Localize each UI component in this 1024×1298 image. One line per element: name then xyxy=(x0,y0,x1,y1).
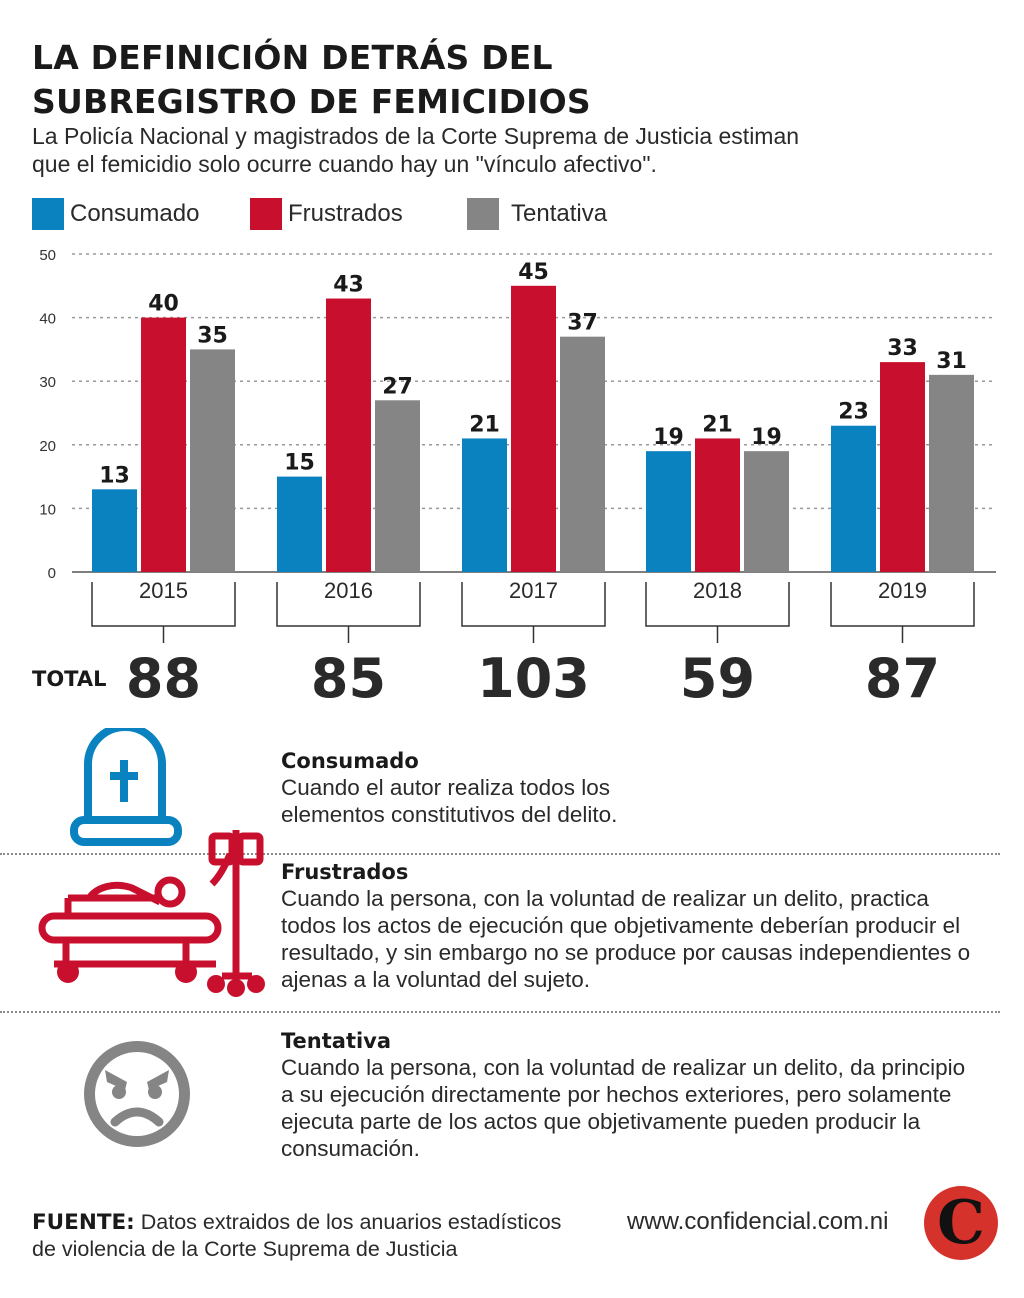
data-label: 15 xyxy=(284,451,315,476)
bar-tentativa-2019 xyxy=(929,374,974,572)
source-label: FUENTE: xyxy=(32,1210,135,1235)
total-value: 85 xyxy=(311,647,386,710)
definition-text-line: elementos constitutivos del delito. xyxy=(281,802,618,827)
subtitle-line-2: que el femicidio solo ocurre cuando hay … xyxy=(32,151,657,177)
bar-tentativa-2015 xyxy=(190,349,235,572)
bar-tentativa-2018 xyxy=(744,451,789,572)
hospital-bed-icon xyxy=(38,830,265,997)
bar-consumado-2019 xyxy=(831,425,876,572)
bar-consumado-2016 xyxy=(277,476,322,572)
total-value: 103 xyxy=(477,647,590,710)
legend-swatch-frustrados xyxy=(250,198,282,230)
source-line-2: de violencia de la Corte Suprema de Just… xyxy=(32,1237,458,1261)
angry-face-icon xyxy=(84,1041,190,1147)
title-line-1: LA DEFINICIÓN DETRÁS DEL xyxy=(32,38,553,77)
x-tick-label: 2016 xyxy=(324,578,373,603)
definition-title: Consumado xyxy=(281,749,419,773)
y-tick-label: 20 xyxy=(39,438,56,455)
data-label: 21 xyxy=(469,412,500,437)
data-label: 19 xyxy=(653,425,684,450)
data-label: 33 xyxy=(887,336,918,361)
legend-label-frustrados: Frustrados xyxy=(288,200,403,227)
source-line-1: Datos extraidos de los anuarios estadíst… xyxy=(140,1210,562,1234)
tombstone-icon xyxy=(70,728,182,846)
legend-label-consumado: Consumado xyxy=(70,200,200,227)
legend-item-frustrados: Frustrados xyxy=(250,198,403,230)
definition-title: Frustrados xyxy=(281,860,409,884)
bar-frustrados-2018 xyxy=(695,438,740,572)
definition-consumado: Consumado Cuando el autor realiza todos … xyxy=(281,748,1001,828)
data-label: 21 xyxy=(702,412,733,437)
group-bracket xyxy=(645,582,790,643)
data-label: 43 xyxy=(333,273,364,298)
definition-text-line: Cuando el autor realiza todos los xyxy=(281,775,610,800)
legend-item-tentativa: Tentativa xyxy=(467,198,607,230)
data-label: 35 xyxy=(197,323,228,348)
group-bracket xyxy=(830,582,975,643)
x-tick-label: 2019 xyxy=(878,578,927,603)
group-bracket xyxy=(91,582,236,643)
x-tick-label: 2017 xyxy=(509,578,558,603)
definition-title: Tentativa xyxy=(281,1029,392,1053)
data-label: 13 xyxy=(99,463,130,488)
bar-consumado-2015 xyxy=(92,489,137,572)
data-label: 27 xyxy=(382,374,413,399)
y-tick-label: 40 xyxy=(39,311,56,328)
definition-text-line: todos los actos de ejecución que objetiv… xyxy=(281,913,961,938)
legend-swatch-consumado xyxy=(32,198,64,230)
bar-frustrados-2015 xyxy=(141,317,186,572)
divider xyxy=(0,853,1000,855)
bar-frustrados-2017 xyxy=(511,285,556,572)
data-label: 45 xyxy=(518,260,549,285)
definition-text-line: ejecuta parte de los actos que objetivam… xyxy=(281,1109,921,1134)
x-tick-label: 2018 xyxy=(693,578,742,603)
definition-text-line: ajenas a la voluntad del sujeto. xyxy=(281,967,590,992)
total-value: 59 xyxy=(680,647,755,710)
subtitle-line-1: La Policía Nacional y magistrados de la … xyxy=(32,123,800,149)
legend-item-consumado: Consumado xyxy=(32,198,199,230)
confidencial-logo: C xyxy=(924,1186,998,1260)
bar-consumado-2017 xyxy=(462,438,507,572)
subtitle: La Policía Nacional y magistrados de la … xyxy=(32,122,852,178)
total-label: TOTAL xyxy=(32,667,107,691)
website-link[interactable]: www.confidencial.com.ni xyxy=(627,1208,889,1235)
total-value: 87 xyxy=(865,647,940,710)
definition-text-line: Cuando la persona, con la voluntad de re… xyxy=(281,886,929,911)
data-label: 31 xyxy=(936,349,967,374)
data-label: 23 xyxy=(838,400,869,425)
group-bracket xyxy=(276,582,421,643)
legend-swatch-tentativa xyxy=(467,198,499,230)
title-line-2: SUBREGISTRO DE FEMICIDIOS xyxy=(32,82,591,121)
y-tick-label: 30 xyxy=(39,374,56,391)
page-title: LA DEFINICIÓN DETRÁS DEL SUBREGISTRO DE … xyxy=(32,36,792,124)
y-tick-label: 10 xyxy=(39,501,56,518)
bar-tentativa-2017 xyxy=(560,336,605,572)
group-bracket xyxy=(461,582,606,643)
bar-consumado-2018 xyxy=(646,451,691,572)
total-value: 88 xyxy=(126,647,201,710)
definition-tentativa: Tentativa Cuando la persona, con la volu… xyxy=(281,1028,1001,1162)
y-tick-label: 0 xyxy=(48,565,56,582)
divider xyxy=(0,1011,1000,1013)
data-label: 37 xyxy=(567,311,598,336)
bar-frustrados-2019 xyxy=(880,362,925,572)
definition-text-line: consumación. xyxy=(281,1136,420,1161)
definition-text-line: a su ejecución directamente por hechos e… xyxy=(281,1082,952,1107)
definition-text-line: resultado, y sin embargo no se produce p… xyxy=(281,940,971,965)
source-note: FUENTE: Datos extraidos de los anuarios … xyxy=(32,1209,632,1263)
data-label: 40 xyxy=(148,292,179,317)
logo-letter: C xyxy=(937,1188,985,1258)
legend-label-tentativa: Tentativa xyxy=(511,200,608,227)
data-label: 19 xyxy=(751,425,782,450)
bar-tentativa-2016 xyxy=(375,400,420,572)
bar-frustrados-2016 xyxy=(326,298,371,572)
definition-text-line: Cuando la persona, con la voluntad de re… xyxy=(281,1055,966,1080)
bar-chart: 0 10 20 30 40 50 13 40 35 2015 88 15 43 27 2016 85 21 45 3… xyxy=(32,247,996,710)
y-tick-label: 50 xyxy=(39,247,56,264)
definition-frustrados: Frustrados Cuando la persona, con la vol… xyxy=(281,859,1001,993)
x-tick-label: 2015 xyxy=(139,578,188,603)
